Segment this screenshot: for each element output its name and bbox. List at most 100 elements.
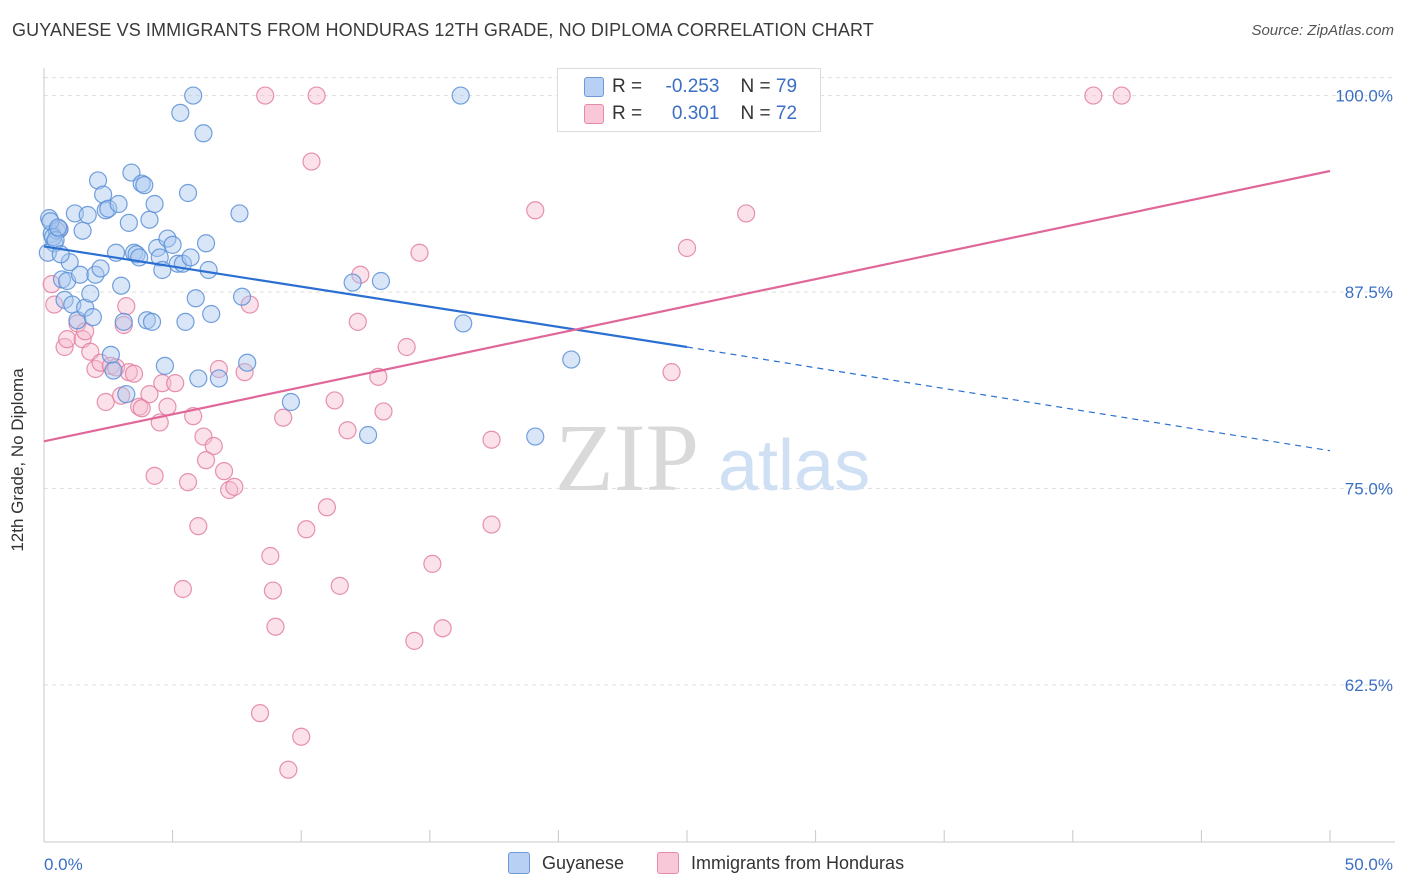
guyanese-point xyxy=(99,199,118,218)
guyanese-point xyxy=(70,265,90,284)
honduras-point xyxy=(482,515,501,534)
honduras-point xyxy=(330,576,349,595)
bottom-legend-guyanese: Guyanese xyxy=(508,852,624,874)
honduras-point xyxy=(132,399,151,418)
guyanese-point xyxy=(155,356,174,375)
axes xyxy=(43,68,1395,843)
honduras-point xyxy=(214,462,234,481)
guyanese-point xyxy=(43,227,63,247)
guyanese-point xyxy=(94,185,113,204)
honduras-point xyxy=(42,275,61,294)
guyanese-point xyxy=(281,392,301,412)
x-tick-label: 50.0% xyxy=(1345,855,1393,874)
honduras-point xyxy=(204,436,223,456)
guyanese-point xyxy=(101,345,120,364)
honduras-point xyxy=(482,430,501,449)
stats-legend: R = -0.253 N = 79 R = 0.301 N = 72 xyxy=(557,68,821,132)
guyanese-point xyxy=(145,194,164,214)
bottom-legend-swatch-guyanese xyxy=(508,852,530,874)
honduras-point xyxy=(173,579,192,599)
honduras-point xyxy=(117,297,136,316)
guyanese-point xyxy=(142,312,162,331)
honduras-point xyxy=(405,631,424,650)
guyanese-point xyxy=(114,312,133,331)
watermark-zip: ZIP xyxy=(555,404,699,511)
honduras-point xyxy=(397,337,416,357)
honduras-point xyxy=(662,363,681,382)
honduras-point xyxy=(140,385,159,404)
bottom-legend-swatch-honduras xyxy=(657,852,679,874)
guyanese-point xyxy=(230,204,249,223)
legend-n-label: N = xyxy=(740,103,771,124)
legend-r-value: 0.301 xyxy=(671,103,720,124)
watermark-atlas: atlas xyxy=(718,426,870,506)
honduras-point xyxy=(220,480,239,500)
legend-r-label: R = xyxy=(612,103,643,124)
guyanese-point xyxy=(171,103,190,122)
honduras-point xyxy=(1112,86,1131,105)
honduras-point xyxy=(261,546,280,566)
legend-swatch-guyanese xyxy=(584,77,604,97)
honduras-point xyxy=(302,152,321,171)
honduras-trend-line xyxy=(43,169,1331,443)
guyanese-trend-line xyxy=(43,245,688,349)
guyanese-point xyxy=(73,221,92,240)
legend-r-value: -0.253 xyxy=(665,76,720,97)
honduras-point xyxy=(374,402,393,421)
guyanese-point xyxy=(78,205,97,225)
honduras-point xyxy=(410,243,429,262)
honduras-point xyxy=(96,392,115,412)
chart-source: Source: ZipAtlas.com xyxy=(1251,22,1394,39)
honduras-point xyxy=(196,451,216,470)
legend-n-label: N = xyxy=(740,76,771,97)
guyanese-point xyxy=(454,314,473,333)
honduras-point xyxy=(338,421,357,440)
honduras-point xyxy=(266,617,285,636)
guyanese-point xyxy=(451,86,470,105)
guyanese-point xyxy=(117,385,136,404)
guyanese-point xyxy=(181,248,200,267)
guyanese-point xyxy=(130,248,149,267)
guyanese-points xyxy=(38,86,581,446)
guyanese-point xyxy=(127,245,146,264)
honduras-point xyxy=(677,238,697,258)
honduras-point xyxy=(348,312,367,331)
guyanese-point xyxy=(112,276,131,295)
guyanese-point xyxy=(83,308,102,327)
y-axis-label: 12th Grade, No Diploma xyxy=(8,368,27,552)
guyanese-point xyxy=(119,213,138,232)
guyanese-point xyxy=(562,350,581,369)
honduras-point xyxy=(145,466,164,485)
guyanese-point xyxy=(49,218,68,237)
y-tick-label: 75.0% xyxy=(1345,479,1393,498)
honduras-point xyxy=(189,517,208,536)
y-tick-label: 62.5% xyxy=(1345,676,1393,695)
guyanese-point xyxy=(358,425,378,445)
honduras-point xyxy=(58,330,77,349)
legend-swatch-honduras xyxy=(584,104,604,124)
guyanese-point xyxy=(88,171,108,190)
honduras-point xyxy=(153,374,172,393)
grid-lines xyxy=(44,77,1395,686)
legend-row-guyanese: R = -0.253 N = 79 xyxy=(584,75,797,99)
guyanese-point xyxy=(178,183,198,203)
guyanese-point xyxy=(343,273,362,292)
honduras-point xyxy=(178,473,198,492)
honduras-point xyxy=(209,359,228,379)
guyanese-point xyxy=(186,289,205,308)
honduras-point xyxy=(292,727,311,746)
legend-n-value: 72 xyxy=(775,103,798,124)
honduras-point xyxy=(737,204,756,223)
honduras-point xyxy=(158,397,177,416)
guyanese-point xyxy=(202,304,221,324)
guyanese-point xyxy=(91,259,110,278)
y-tick-label: 100.0% xyxy=(1335,87,1393,106)
trend-lines xyxy=(43,169,1331,452)
honduras-point xyxy=(250,704,270,723)
honduras-point xyxy=(433,619,452,638)
guyanese-trend-extension xyxy=(686,346,1331,452)
bottom-legend-label-guyanese: Guyanese xyxy=(542,852,625,873)
guyanese-point xyxy=(140,210,159,229)
honduras-point xyxy=(351,265,370,284)
guyanese-point xyxy=(176,312,195,331)
